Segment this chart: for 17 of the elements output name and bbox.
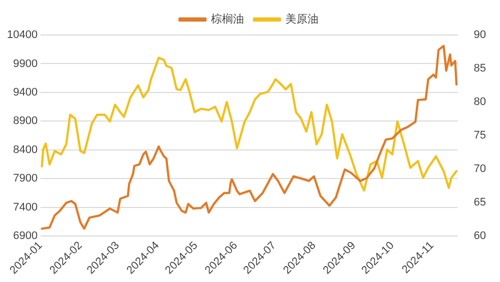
y2-tick-label: 60 xyxy=(474,230,486,242)
legend-label: 棕榈油 xyxy=(211,12,244,26)
y2-tick-label: 90 xyxy=(474,29,486,42)
y-tick-label: 7900 xyxy=(13,172,38,185)
y-tick-label: 9900 xyxy=(13,58,38,70)
y2-tick-label: 70 xyxy=(474,163,486,176)
y-tick-label: 8900 xyxy=(13,115,38,128)
y-tick-label: 9400 xyxy=(13,86,38,98)
y2-tick-label: 80 xyxy=(474,96,486,108)
y2-tick-label: 65 xyxy=(474,196,486,209)
legend-label: 美原油 xyxy=(286,12,318,26)
y-tick-label: 8400 xyxy=(13,144,38,156)
y2-tick-label: 85 xyxy=(474,62,486,75)
y-tick-label: 6900 xyxy=(13,230,38,242)
y2-tick-label: 75 xyxy=(474,130,486,142)
y-tick-label: 10400 xyxy=(6,29,38,42)
y-tick-label: 7400 xyxy=(13,201,38,214)
